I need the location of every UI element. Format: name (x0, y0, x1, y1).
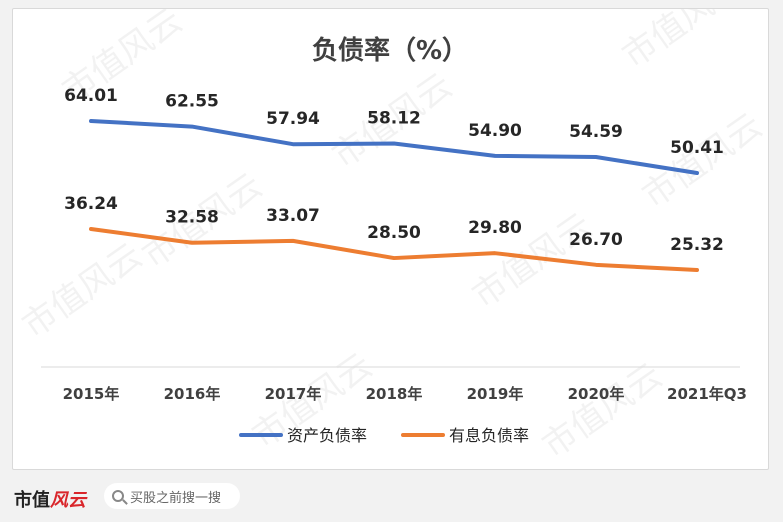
search-placeholder: 买股之前搜一搜 (130, 490, 222, 506)
data-label-0-2: 57.94 (266, 109, 320, 129)
x-tick-labels: 2015年 2016年 2017年 2018年 2019年 2020年 2021年Q3 (63, 385, 747, 403)
legend-label-0: 资产负债率 (287, 426, 367, 445)
watermark-text: 市值风云 (535, 356, 669, 467)
data-label-0-5: 54.59 (569, 122, 623, 142)
data-label-1-5: 26.70 (569, 230, 623, 250)
x-tick-label: 2015年 (63, 385, 120, 403)
logo-text-black: 市值 (14, 490, 50, 511)
search-box[interactable]: 买股之前搜一搜 (104, 483, 240, 509)
data-label-0-1: 62.55 (165, 92, 219, 112)
watermark-text: 市值风云 (15, 236, 149, 347)
x-tick-label: 2017年 (265, 385, 322, 403)
x-tick-label: 2020年 (568, 385, 625, 403)
series-line-0 (89, 119, 699, 175)
legend: 资产负债率 有息负债率 (239, 426, 529, 445)
data-label-1-4: 29.80 (468, 218, 522, 238)
brand-logo[interactable]: 市值风云 (14, 486, 86, 512)
x-tick-label: 2021年Q3 (667, 385, 747, 403)
footer-bar: 市值风云 买股之前搜一搜 (0, 472, 783, 522)
chart-card: 市值风云 市值风云 市值风云 市值风云 市值风云 市值风云 市值风云 市值风云 市值风云 负债率… (12, 8, 769, 470)
series-line-1 (89, 227, 699, 272)
chart-title: 负债率（%） (312, 35, 468, 66)
data-label-0-4: 54.90 (468, 121, 522, 141)
data-label-0-6: 50.41 (670, 138, 724, 158)
x-tick-label: 2019年 (467, 385, 524, 403)
search-icon (112, 490, 124, 502)
x-tick-label: 2018年 (366, 385, 423, 403)
data-label-1-2: 33.07 (266, 206, 320, 226)
data-label-1-0: 36.24 (64, 194, 118, 214)
legend-label-1: 有息负债率 (449, 426, 529, 445)
watermark-text: 市值风云 (635, 106, 768, 217)
data-label-0-0: 64.01 (64, 86, 118, 106)
x-tick-label: 2016年 (164, 385, 221, 403)
data-label-1-3: 28.50 (367, 223, 421, 243)
watermark-text: 市值风云 (615, 9, 749, 76)
logo-text-red: 风云 (50, 490, 86, 511)
data-label-1-6: 25.32 (670, 235, 724, 255)
data-label-0-3: 58.12 (367, 109, 421, 129)
data-label-1-1: 32.58 (165, 208, 219, 228)
series-layer: 64.01 62.55 57.94 58.12 54.90 54.59 50.41 36.24… (64, 86, 724, 272)
